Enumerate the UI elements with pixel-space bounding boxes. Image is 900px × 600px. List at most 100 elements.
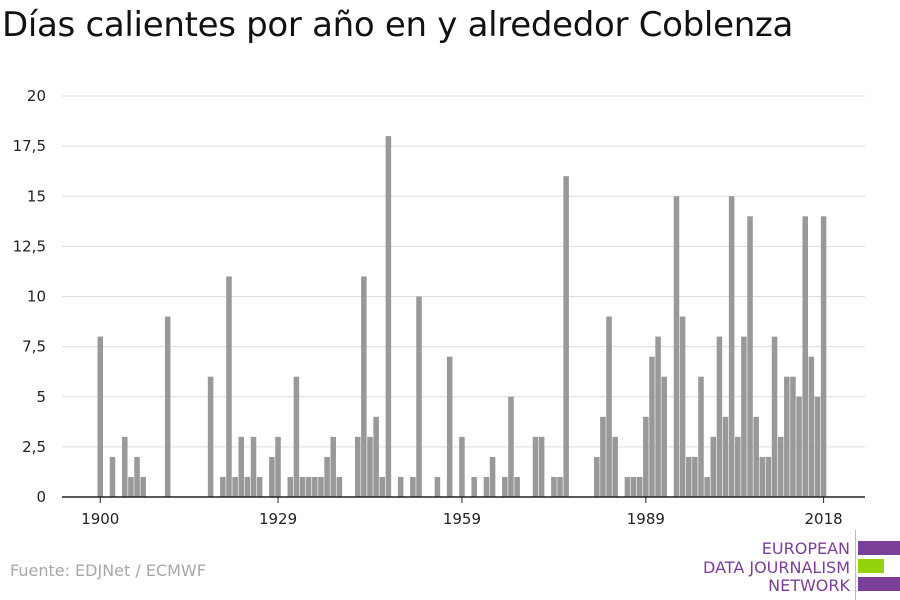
bar-1946 <box>379 476 386 497</box>
bar-1939 <box>336 476 343 497</box>
bar-1972 <box>538 436 545 497</box>
bar-1991 <box>655 336 661 497</box>
y-tick-label: 0 <box>36 488 46 506</box>
bar-1951 <box>410 476 416 497</box>
y-tick-label: 2,5 <box>22 438 46 456</box>
y-tick-label: 12,5 <box>13 237 46 255</box>
x-tick-label: 1900 <box>81 510 119 528</box>
bar-1997 <box>692 456 698 497</box>
bar-1988 <box>636 476 643 497</box>
bar-2004 <box>735 436 741 497</box>
bar-1966 <box>502 476 508 497</box>
bar-1906 <box>134 456 140 497</box>
bar-1990 <box>649 356 655 497</box>
bar-1918 <box>207 376 214 497</box>
bar-1976 <box>563 176 569 497</box>
x-tick-label: 1959 <box>443 510 481 528</box>
x-tick-label: 2018 <box>805 510 843 528</box>
bar-2013 <box>790 376 796 497</box>
bar-1964 <box>489 456 496 497</box>
x-tick-label: 1989 <box>627 510 665 528</box>
bar-1928 <box>269 456 275 497</box>
bar-1905 <box>128 476 134 497</box>
bar-1981 <box>594 456 600 497</box>
bar-1995 <box>679 316 686 497</box>
logo-bar-purple-bottom <box>858 577 900 591</box>
bar-1922 <box>232 476 238 497</box>
y-tick-label: 10 <box>27 288 46 306</box>
bar-1926 <box>256 476 263 497</box>
bar-1974 <box>551 476 557 497</box>
logo-line-1: EUROPEAN <box>761 539 850 558</box>
bar-1907 <box>140 476 146 497</box>
bar-1961 <box>471 476 477 497</box>
bar-1971 <box>532 436 539 497</box>
source-note: Fuente: EDJNet / ECMWF <box>10 561 206 580</box>
bar-1963 <box>483 476 490 497</box>
bar-2007 <box>753 416 759 497</box>
y-tick-label: 20 <box>27 87 46 105</box>
bar-1975 <box>557 476 563 497</box>
bar-1902 <box>109 456 116 497</box>
bar-1968 <box>514 476 520 497</box>
bar-1933 <box>299 476 306 497</box>
logo-line-2: DATA JOURNALISM <box>703 558 850 577</box>
bar-1938 <box>330 436 336 497</box>
bar-2015 <box>802 216 808 498</box>
bar-1996 <box>685 456 692 497</box>
bar-1992 <box>661 376 667 497</box>
bar-1920 <box>220 476 226 497</box>
bar-1904 <box>122 436 128 497</box>
bar-2012 <box>784 376 790 497</box>
bar-1952 <box>416 296 422 497</box>
logo-bar-green <box>858 559 884 573</box>
bar-1987 <box>630 476 637 497</box>
bar-1983 <box>606 316 612 497</box>
bar-1959 <box>459 436 465 497</box>
bar-1984 <box>612 436 618 497</box>
bar-1994 <box>673 196 680 497</box>
bars <box>97 136 827 498</box>
y-tick-label: 15 <box>27 187 46 205</box>
bar-1942 <box>354 436 361 497</box>
bar-1967 <box>508 396 514 497</box>
bar-1911 <box>164 316 171 497</box>
bar-2008 <box>759 456 766 497</box>
y-tick-label: 7,5 <box>22 338 46 356</box>
bar-2017 <box>814 396 821 497</box>
edjnet-logo: EUROPEAN DATA JOURNALISM NETWORK <box>700 530 900 600</box>
bar-2010 <box>771 336 778 497</box>
bar-2006 <box>747 216 753 498</box>
logo-divider <box>855 530 856 600</box>
bar-2005 <box>741 336 747 497</box>
gridlines <box>62 95 865 448</box>
bar-2000 <box>710 436 717 497</box>
bar-1943 <box>361 276 367 497</box>
bar-1949 <box>397 476 404 497</box>
bar-1924 <box>244 476 251 497</box>
bar-2014 <box>796 396 802 497</box>
bar-2011 <box>777 436 784 497</box>
bar-1925 <box>250 436 257 497</box>
bar-1945 <box>373 416 379 497</box>
bar-1998 <box>698 376 704 497</box>
logo-line-3: NETWORK <box>768 576 850 595</box>
bar-1932 <box>293 376 300 497</box>
bar-2009 <box>765 456 772 497</box>
bar-2003 <box>728 196 735 497</box>
x-tick-label: 1929 <box>259 510 297 528</box>
bar-1955 <box>434 476 441 497</box>
chart-title: Días calientes por año en y alrededor Co… <box>2 5 794 45</box>
bar-1931 <box>287 476 294 497</box>
bar-1999 <box>704 476 710 497</box>
y-tick-label: 5 <box>36 388 46 406</box>
bar-2018 <box>820 216 827 498</box>
bar-1936 <box>318 476 324 497</box>
logo-bar-purple-top <box>858 541 900 555</box>
bar-2002 <box>722 416 729 497</box>
y-tick-label: 17,5 <box>13 137 46 155</box>
bar-1957 <box>446 356 453 497</box>
bar-chart: 0 2,5 5 7,5 10 12,5 15 17,5 20 1900 1929 1959 1989 2… <box>13 87 865 528</box>
bar-2001 <box>716 336 723 497</box>
bar-2016 <box>808 356 815 497</box>
